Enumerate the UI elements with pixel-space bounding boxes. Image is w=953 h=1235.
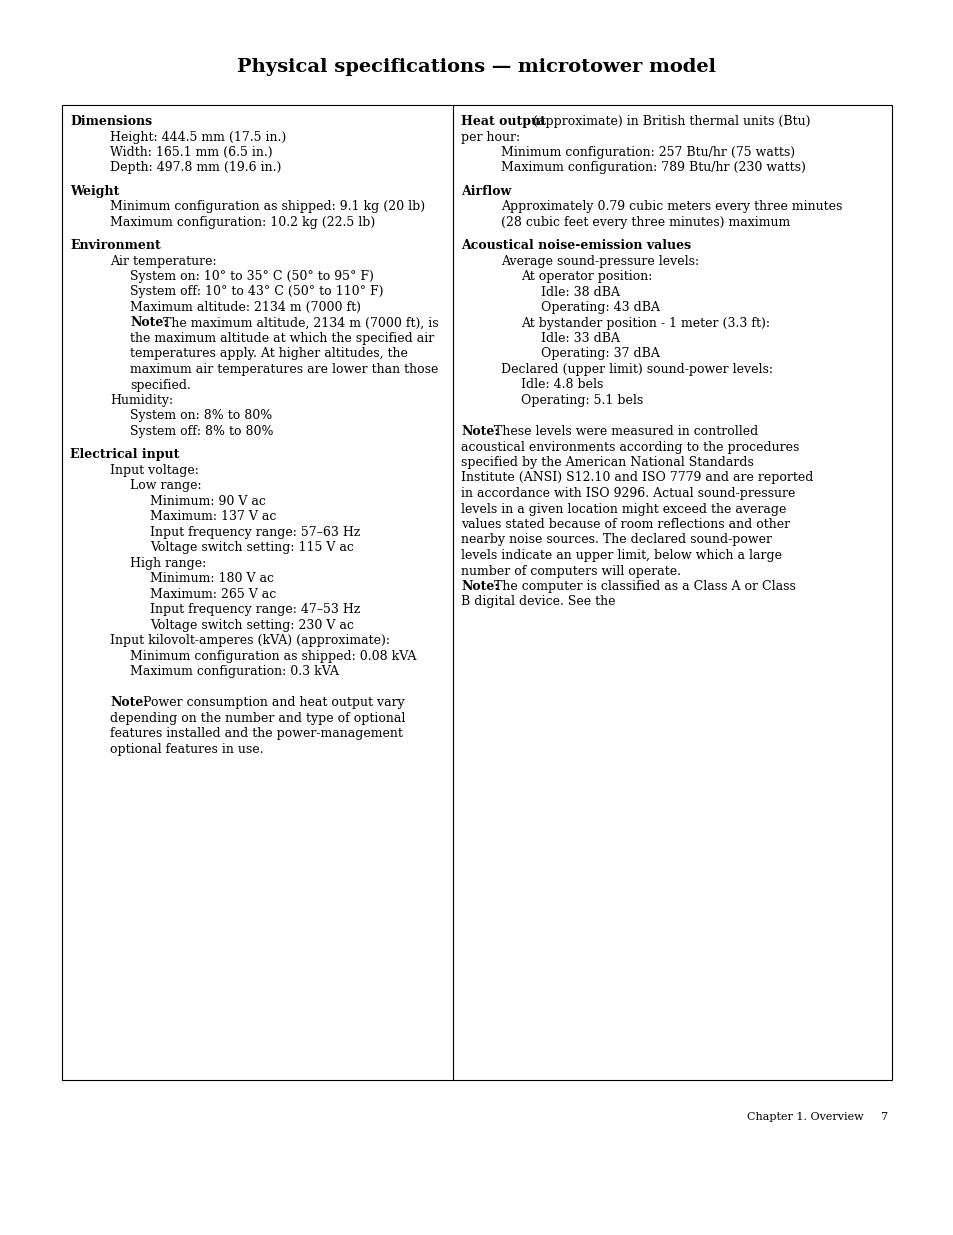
Text: Operating: 5.1 bels: Operating: 5.1 bels bbox=[520, 394, 642, 408]
Text: number of computers will operate.: number of computers will operate. bbox=[460, 564, 680, 578]
Text: Dimensions: Dimensions bbox=[70, 115, 152, 128]
Text: Voltage switch setting: 115 V ac: Voltage switch setting: 115 V ac bbox=[150, 541, 354, 555]
Text: Operating: 43 dBA: Operating: 43 dBA bbox=[540, 301, 659, 314]
Text: Idle: 4.8 bels: Idle: 4.8 bels bbox=[520, 378, 602, 391]
Text: These levels were measured in controlled: These levels were measured in controlled bbox=[490, 425, 758, 438]
Text: specified by the American National Standards: specified by the American National Stand… bbox=[460, 456, 753, 469]
Text: Minimum: 90 V ac: Minimum: 90 V ac bbox=[150, 495, 266, 508]
Text: Approximately 0.79 cubic meters every three minutes: Approximately 0.79 cubic meters every th… bbox=[500, 200, 841, 214]
Text: Humidity:: Humidity: bbox=[110, 394, 172, 408]
Text: System off: 8% to 80%: System off: 8% to 80% bbox=[130, 425, 274, 438]
Text: values stated because of room reflections and other: values stated because of room reflection… bbox=[460, 517, 789, 531]
Text: levels indicate an upper limit, below which a large: levels indicate an upper limit, below wh… bbox=[460, 550, 781, 562]
Text: Minimum configuration as shipped: 0.08 kVA: Minimum configuration as shipped: 0.08 k… bbox=[130, 650, 416, 663]
Text: Input voltage:: Input voltage: bbox=[110, 464, 198, 477]
Text: Width: 165.1 mm (6.5 in.): Width: 165.1 mm (6.5 in.) bbox=[110, 146, 273, 159]
Text: Minimum configuration: 257 Btu/hr (75 watts): Minimum configuration: 257 Btu/hr (75 wa… bbox=[500, 146, 794, 159]
Text: The computer is classified as a Class A or Class: The computer is classified as a Class A … bbox=[490, 580, 795, 593]
Bar bbox=[62, 105, 891, 1079]
Text: Environment: Environment bbox=[70, 240, 161, 252]
Text: acoustical environments according to the procedures: acoustical environments according to the… bbox=[460, 441, 799, 453]
Text: At bystander position - 1 meter (3.3 ft):: At bystander position - 1 meter (3.3 ft)… bbox=[520, 316, 769, 330]
Text: Idle: 38 dBA: Idle: 38 dBA bbox=[540, 285, 619, 299]
Text: Average sound-pressure levels:: Average sound-pressure levels: bbox=[500, 254, 699, 268]
Text: nearby noise sources. The declared sound-power: nearby noise sources. The declared sound… bbox=[460, 534, 771, 547]
Text: Maximum: 265 V ac: Maximum: 265 V ac bbox=[150, 588, 276, 600]
Text: Note:: Note: bbox=[460, 425, 498, 438]
Text: Minimum: 180 V ac: Minimum: 180 V ac bbox=[150, 572, 274, 585]
Text: Minimum configuration as shipped: 9.1 kg (20 lb): Minimum configuration as shipped: 9.1 kg… bbox=[110, 200, 425, 214]
Text: Acoustical noise-emission values: Acoustical noise-emission values bbox=[460, 240, 690, 252]
Text: Heat output: Heat output bbox=[460, 115, 545, 128]
Text: temperatures apply. At higher altitudes, the: temperatures apply. At higher altitudes,… bbox=[130, 347, 408, 361]
Text: Physical specifications — microtower model: Physical specifications — microtower mod… bbox=[237, 58, 716, 77]
Text: Maximum configuration: 0.3 kVA: Maximum configuration: 0.3 kVA bbox=[130, 666, 338, 678]
Text: per hour:: per hour: bbox=[460, 131, 519, 143]
Text: Idle: 33 dBA: Idle: 33 dBA bbox=[540, 332, 619, 345]
Text: Depth: 497.8 mm (19.6 in.): Depth: 497.8 mm (19.6 in.) bbox=[110, 162, 281, 174]
Text: Declared (upper limit) sound-power levels:: Declared (upper limit) sound-power level… bbox=[500, 363, 772, 375]
Text: levels in a given location might exceed the average: levels in a given location might exceed … bbox=[460, 503, 785, 515]
Text: The maximum altitude, 2134 m (7000 ft), is: The maximum altitude, 2134 m (7000 ft), … bbox=[159, 316, 438, 330]
Text: B digital device. See the: B digital device. See the bbox=[460, 595, 618, 609]
Text: Chapter 1. Overview     7: Chapter 1. Overview 7 bbox=[746, 1112, 887, 1123]
Text: (approximate) in British thermal units (Btu): (approximate) in British thermal units (… bbox=[529, 115, 810, 128]
Text: depending on the number and type of optional: depending on the number and type of opti… bbox=[110, 711, 405, 725]
Text: High range:: High range: bbox=[130, 557, 206, 569]
Text: System on: 10° to 35° C (50° to 95° F): System on: 10° to 35° C (50° to 95° F) bbox=[130, 270, 374, 283]
Text: (28 cubic feet every three minutes) maximum: (28 cubic feet every three minutes) maxi… bbox=[500, 216, 789, 228]
Text: Input frequency range: 57–63 Hz: Input frequency range: 57–63 Hz bbox=[150, 526, 360, 538]
Text: Low range:: Low range: bbox=[130, 479, 201, 493]
Text: in accordance with ISO 9296. Actual sound-pressure: in accordance with ISO 9296. Actual soun… bbox=[460, 487, 795, 500]
Text: Maximum configuration: 789 Btu/hr (230 watts): Maximum configuration: 789 Btu/hr (230 w… bbox=[500, 162, 805, 174]
Text: Note:: Note: bbox=[460, 580, 498, 593]
Text: the maximum altitude at which the specified air: the maximum altitude at which the specif… bbox=[130, 332, 434, 345]
Text: optional features in use.: optional features in use. bbox=[110, 742, 263, 756]
Text: Airflow: Airflow bbox=[460, 185, 511, 198]
Text: Air temperature:: Air temperature: bbox=[110, 254, 216, 268]
Text: Height: 444.5 mm (17.5 in.): Height: 444.5 mm (17.5 in.) bbox=[110, 131, 286, 143]
Text: Electrical input: Electrical input bbox=[70, 448, 179, 461]
Text: Operating: 37 dBA: Operating: 37 dBA bbox=[540, 347, 659, 361]
Text: Weight: Weight bbox=[70, 185, 119, 198]
Text: System on: 8% to 80%: System on: 8% to 80% bbox=[130, 410, 272, 422]
Text: Note:: Note: bbox=[130, 316, 168, 330]
Text: Note:: Note: bbox=[110, 697, 148, 709]
Text: features installed and the power-management: features installed and the power-managem… bbox=[110, 727, 402, 740]
Text: Input kilovolt-amperes (kVA) (approximate):: Input kilovolt-amperes (kVA) (approximat… bbox=[110, 635, 390, 647]
Text: At operator position:: At operator position: bbox=[520, 270, 652, 283]
Text: specified.: specified. bbox=[130, 378, 191, 391]
Text: Institute (ANSI) S12.10 and ISO 7779 and are reported: Institute (ANSI) S12.10 and ISO 7779 and… bbox=[460, 472, 813, 484]
Text: maximum air temperatures are lower than those: maximum air temperatures are lower than … bbox=[130, 363, 438, 375]
Text: Voltage switch setting: 230 V ac: Voltage switch setting: 230 V ac bbox=[150, 619, 354, 632]
Text: Power consumption and heat output vary: Power consumption and heat output vary bbox=[139, 697, 404, 709]
Text: Maximum altitude: 2134 m (7000 ft): Maximum altitude: 2134 m (7000 ft) bbox=[130, 301, 360, 314]
Text: Input frequency range: 47–53 Hz: Input frequency range: 47–53 Hz bbox=[150, 603, 360, 616]
Text: Maximum configuration: 10.2 kg (22.5 lb): Maximum configuration: 10.2 kg (22.5 lb) bbox=[110, 216, 375, 228]
Text: System off: 10° to 43° C (50° to 110° F): System off: 10° to 43° C (50° to 110° F) bbox=[130, 285, 383, 299]
Text: Maximum: 137 V ac: Maximum: 137 V ac bbox=[150, 510, 276, 524]
